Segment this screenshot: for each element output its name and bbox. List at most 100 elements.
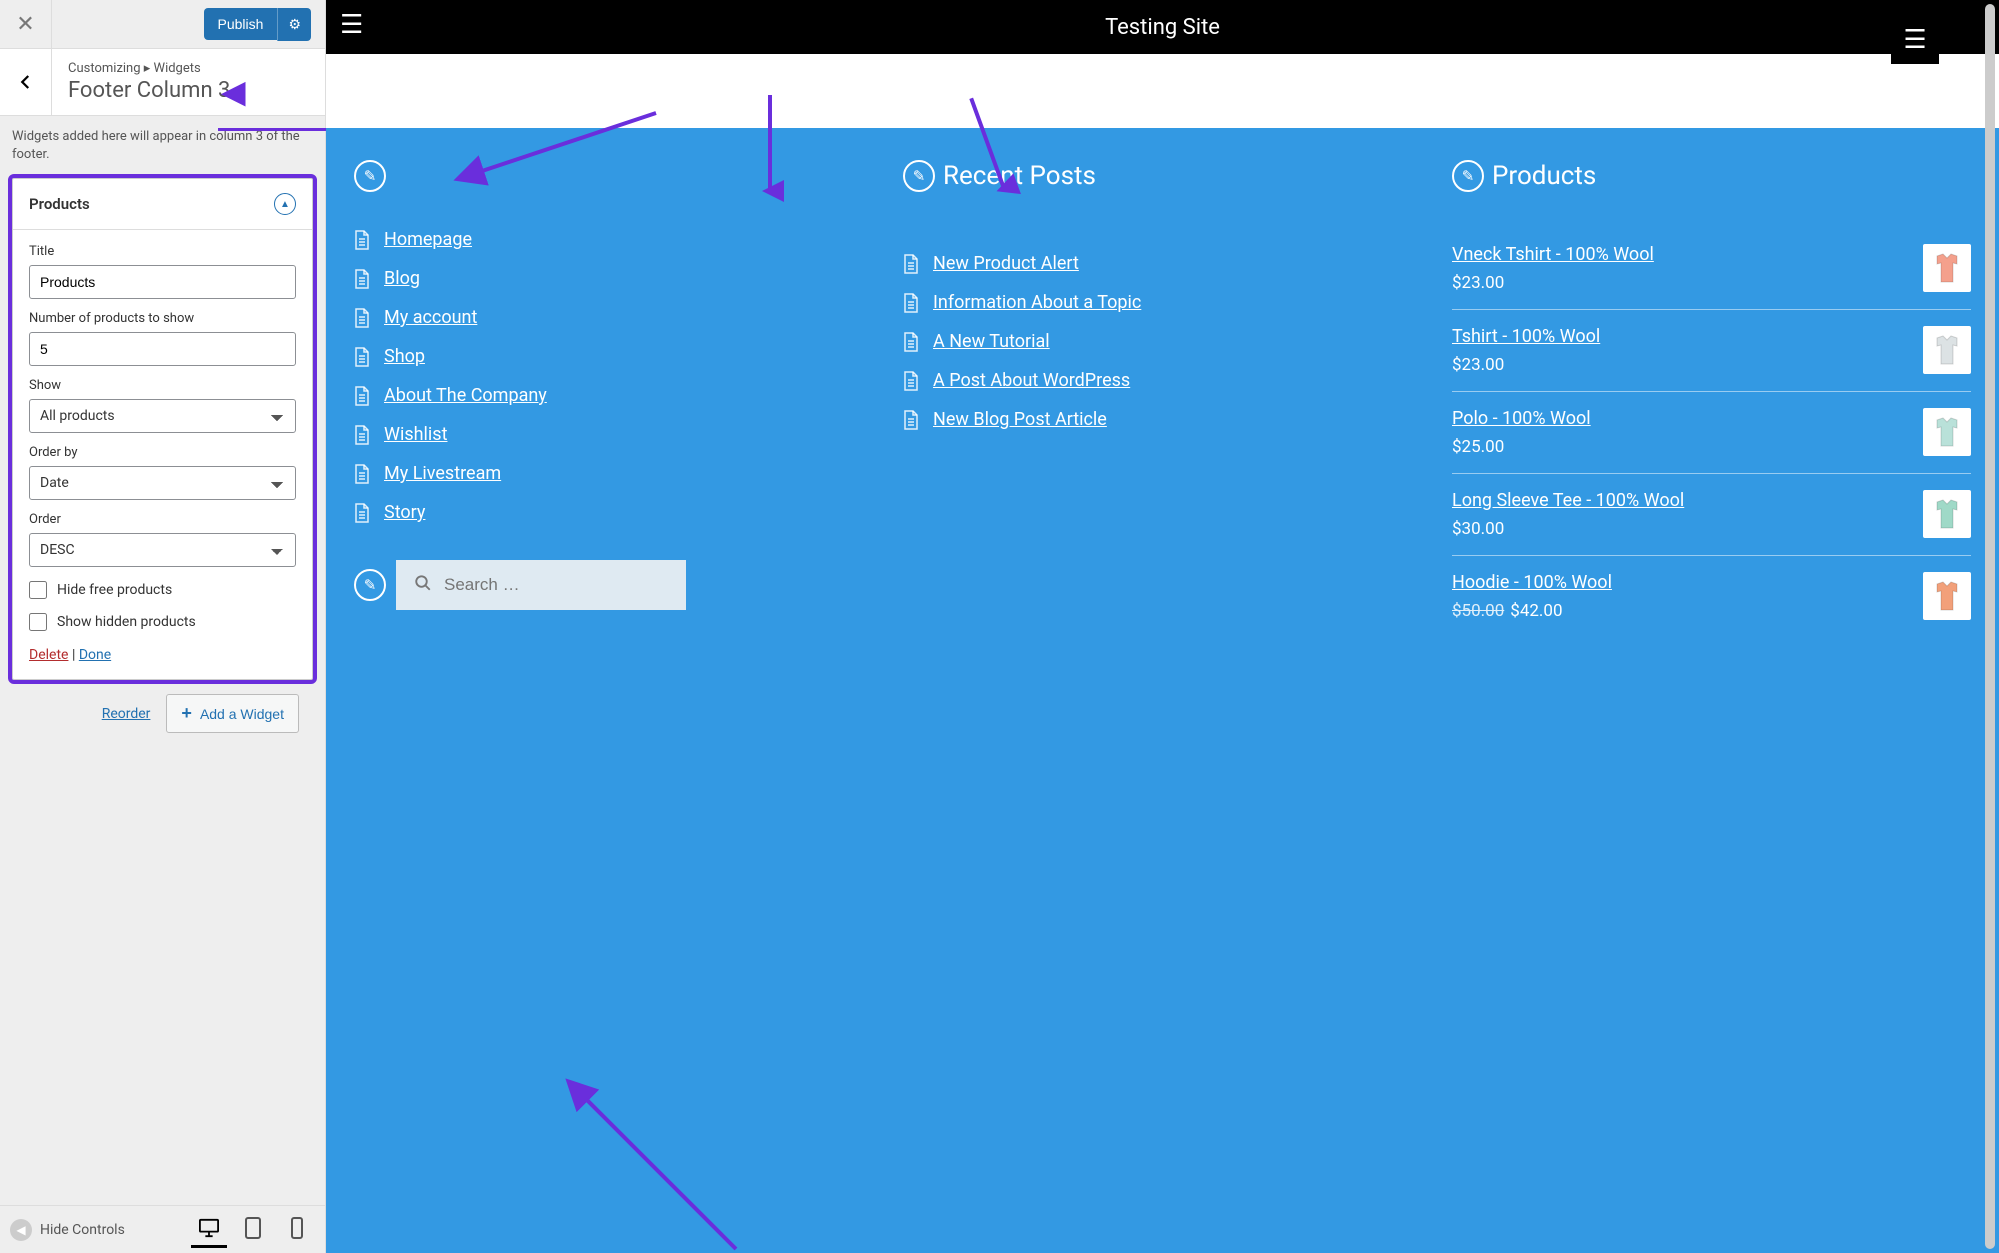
publish-button[interactable]: Publish	[204, 8, 278, 40]
product-link[interactable]: Vneck Tshirt - 100% Wool	[1452, 244, 1654, 265]
widget-header[interactable]: Products ▲	[13, 179, 312, 230]
footer-col-products: ✎ Products Vneck Tshirt - 100% Wool $23.0…	[1452, 158, 1971, 637]
product-price: $25.00	[1452, 437, 1504, 457]
widget-products: Products ▲ Title Number of products to s…	[12, 178, 313, 680]
document-icon	[354, 386, 370, 406]
document-icon	[354, 308, 370, 328]
product-thumb	[1923, 244, 1971, 292]
document-icon	[354, 269, 370, 289]
checkbox-hide-free[interactable]: Hide free products	[29, 581, 296, 599]
hide-controls-button[interactable]: ◀ Hide Controls	[10, 1219, 183, 1241]
add-widget-button[interactable]: + Add a Widget	[166, 694, 299, 733]
label-orderby: Order by	[29, 445, 296, 460]
menu-toggle-button[interactable]: ☰	[1891, 16, 1939, 64]
nav-link[interactable]: Homepage	[384, 229, 472, 250]
menu-icon[interactable]: ☰	[340, 10, 363, 40]
product-thumb	[1923, 572, 1971, 620]
edit-widget-button[interactable]: ✎	[354, 569, 386, 601]
document-icon	[354, 425, 370, 445]
crumb-separator: ▸	[144, 61, 151, 76]
post-item: Information About a Topic	[903, 283, 1422, 322]
edit-widget-button[interactable]: ✎	[354, 160, 386, 192]
post-link[interactable]: New Blog Post Article	[933, 409, 1107, 430]
checkbox-show-hidden-label: Show hidden products	[57, 614, 196, 630]
separator: |	[72, 647, 79, 663]
site-header: ☰ Testing Site	[326, 0, 1999, 54]
nav-item: Blog	[354, 259, 873, 298]
document-icon	[903, 371, 919, 391]
nav-item: Homepage	[354, 220, 873, 259]
product-thumb	[1923, 408, 1971, 456]
post-item: A New Tutorial	[903, 322, 1422, 361]
product-link[interactable]: Polo - 100% Wool	[1452, 408, 1591, 429]
product-item: Vneck Tshirt - 100% Wool $23.00	[1452, 244, 1971, 309]
input-title[interactable]	[29, 265, 296, 299]
product-item: Long Sleeve Tee - 100% Wool $30.00	[1452, 473, 1971, 555]
product-price: $30.00	[1452, 519, 1504, 539]
scrollbar[interactable]	[1985, 4, 1995, 1249]
preview-pane: ☰ Testing Site ☰ ✎	[326, 0, 1999, 1253]
nav-link[interactable]: Wishlist	[384, 424, 447, 445]
reorder-link[interactable]: Reorder	[102, 706, 151, 722]
post-link[interactable]: New Product Alert	[933, 253, 1079, 274]
product-item: Tshirt - 100% Wool $23.00	[1452, 309, 1971, 391]
edit-widget-button[interactable]: ✎	[1452, 160, 1484, 192]
label-order: Order	[29, 512, 296, 527]
post-link[interactable]: Information About a Topic	[933, 292, 1141, 313]
annotation-arrow-icon	[556, 1069, 746, 1253]
crumb-prefix: Customizing	[68, 61, 141, 76]
nav-link[interactable]: Shop	[384, 346, 425, 367]
select-orderby[interactable]: Date	[29, 466, 296, 500]
site-title: Testing Site	[1105, 15, 1220, 40]
device-desktop-button[interactable]	[191, 1212, 227, 1248]
product-item: Polo - 100% Wool $25.00	[1452, 391, 1971, 473]
column-heading: Products	[1492, 161, 1596, 191]
product-thumb	[1923, 326, 1971, 374]
post-item: New Blog Post Article	[903, 400, 1422, 439]
widget-header-title: Products	[29, 195, 90, 213]
label-show: Show	[29, 378, 296, 393]
product-price: $23.00	[1452, 355, 1504, 375]
crumb-parent: Widgets	[154, 61, 201, 76]
product-link[interactable]: Long Sleeve Tee - 100% Wool	[1452, 490, 1684, 511]
nav-item: Story	[354, 493, 873, 532]
nav-link[interactable]: About The Company	[384, 385, 547, 406]
checkbox-show-hidden[interactable]: Show hidden products	[29, 613, 296, 631]
checkbox-show-hidden-input[interactable]	[29, 613, 47, 631]
nav-link[interactable]: My account	[384, 307, 477, 328]
device-mobile-button[interactable]	[279, 1212, 315, 1248]
nav-link[interactable]: My Livestream	[384, 463, 501, 484]
site-subheader: ☰	[326, 54, 1999, 128]
product-old-price: $50.00	[1452, 601, 1504, 621]
input-count[interactable]	[29, 332, 296, 366]
collapse-up-icon[interactable]: ▲	[274, 193, 296, 215]
document-icon	[903, 410, 919, 430]
product-link[interactable]: Tshirt - 100% Wool	[1452, 326, 1600, 347]
nav-link[interactable]: Blog	[384, 268, 420, 289]
post-item: New Product Alert	[903, 244, 1422, 283]
gear-icon: ⚙	[288, 16, 301, 32]
product-price: $23.00	[1452, 273, 1504, 293]
chevron-left-icon: ◀	[10, 1219, 32, 1241]
publish-settings-button[interactable]: ⚙	[277, 8, 311, 41]
search-input[interactable]	[444, 575, 668, 595]
nav-item: About The Company	[354, 376, 873, 415]
product-link[interactable]: Hoodie - 100% Wool	[1452, 572, 1612, 593]
checkbox-hide-free-input[interactable]	[29, 581, 47, 599]
post-link[interactable]: A Post About WordPress	[933, 370, 1130, 391]
back-button[interactable]	[0, 49, 52, 115]
close-customizer-button[interactable]: ✕	[0, 0, 52, 48]
sidebar-topbar: ✕ Publish ⚙	[0, 0, 325, 48]
select-show[interactable]: All products	[29, 399, 296, 433]
label-title: Title	[29, 244, 296, 259]
select-order[interactable]: DESC	[29, 533, 296, 567]
product-price: $42.00	[1510, 601, 1562, 621]
add-widget-label: Add a Widget	[200, 706, 284, 722]
nav-link[interactable]: Story	[384, 502, 425, 523]
post-link[interactable]: A New Tutorial	[933, 331, 1050, 352]
widget-delete-link[interactable]: Delete	[29, 647, 68, 663]
widget-done-link[interactable]: Done	[79, 647, 111, 663]
device-tablet-button[interactable]	[235, 1212, 271, 1248]
label-count: Number of products to show	[29, 311, 296, 326]
edit-widget-button[interactable]: ✎	[903, 160, 935, 192]
